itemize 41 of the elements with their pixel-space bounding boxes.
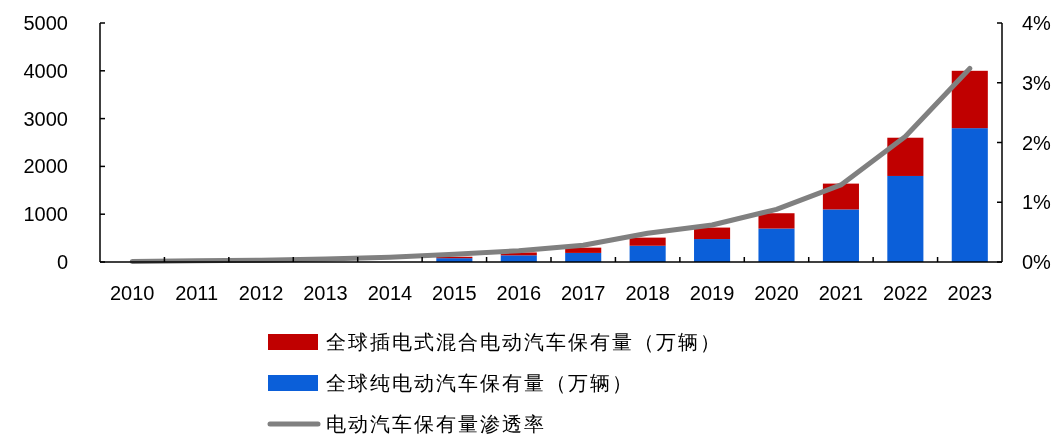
x-tick-label: 2017 xyxy=(560,282,606,304)
y-tick-label: 5000 xyxy=(23,12,68,34)
legend-label: 全球插电式混合电动汽车保有量（万辆） xyxy=(326,331,722,353)
bar xyxy=(565,247,602,253)
x-tick-label: 2014 xyxy=(367,282,413,304)
x-tick-label: 2011 xyxy=(175,282,219,304)
x-tick-label: 2016 xyxy=(496,282,542,304)
x-tick-label: 2021 xyxy=(818,282,864,304)
y2-tick-label: 3% xyxy=(1022,71,1052,94)
bar xyxy=(887,175,924,262)
x-tick-label: 2010 xyxy=(109,282,155,304)
bar xyxy=(758,228,795,262)
x-tick-label: 2022 xyxy=(883,282,928,304)
y-tick-label: 4000 xyxy=(23,59,68,82)
x-tick-label: 2018 xyxy=(625,282,670,304)
bar xyxy=(822,209,859,262)
bar xyxy=(629,245,666,262)
bar xyxy=(887,137,924,176)
bar xyxy=(694,227,731,240)
legend-label: 全球纯电动汽车保有量（万辆） xyxy=(326,372,634,394)
bar xyxy=(694,239,731,262)
y2-tick-label: 1% xyxy=(1022,191,1052,214)
bar xyxy=(629,237,666,246)
x-tick-label: 2015 xyxy=(432,282,477,304)
y2-tick-label: 4% xyxy=(1022,12,1052,34)
x-tick-label: 2012 xyxy=(238,282,284,304)
y2-tick-label: 0% xyxy=(1022,251,1052,273)
y-tick-label: 1000 xyxy=(23,203,68,226)
x-tick-label: 2020 xyxy=(754,282,799,304)
x-tick-label: 2013 xyxy=(303,282,348,304)
bar xyxy=(758,213,795,229)
y-tick-label: 2000 xyxy=(23,155,68,178)
legend-label: 电动汽车保有量渗透率 xyxy=(326,413,546,435)
bar xyxy=(951,128,988,262)
y-tick-label: 0 xyxy=(56,251,68,273)
bar xyxy=(500,255,537,262)
y2-tick-label: 2% xyxy=(1022,131,1052,154)
y-tick-label: 3000 xyxy=(23,107,68,130)
x-tick-label: 2023 xyxy=(947,282,993,304)
x-tick-label: 2019 xyxy=(689,282,735,304)
bar xyxy=(951,70,988,129)
